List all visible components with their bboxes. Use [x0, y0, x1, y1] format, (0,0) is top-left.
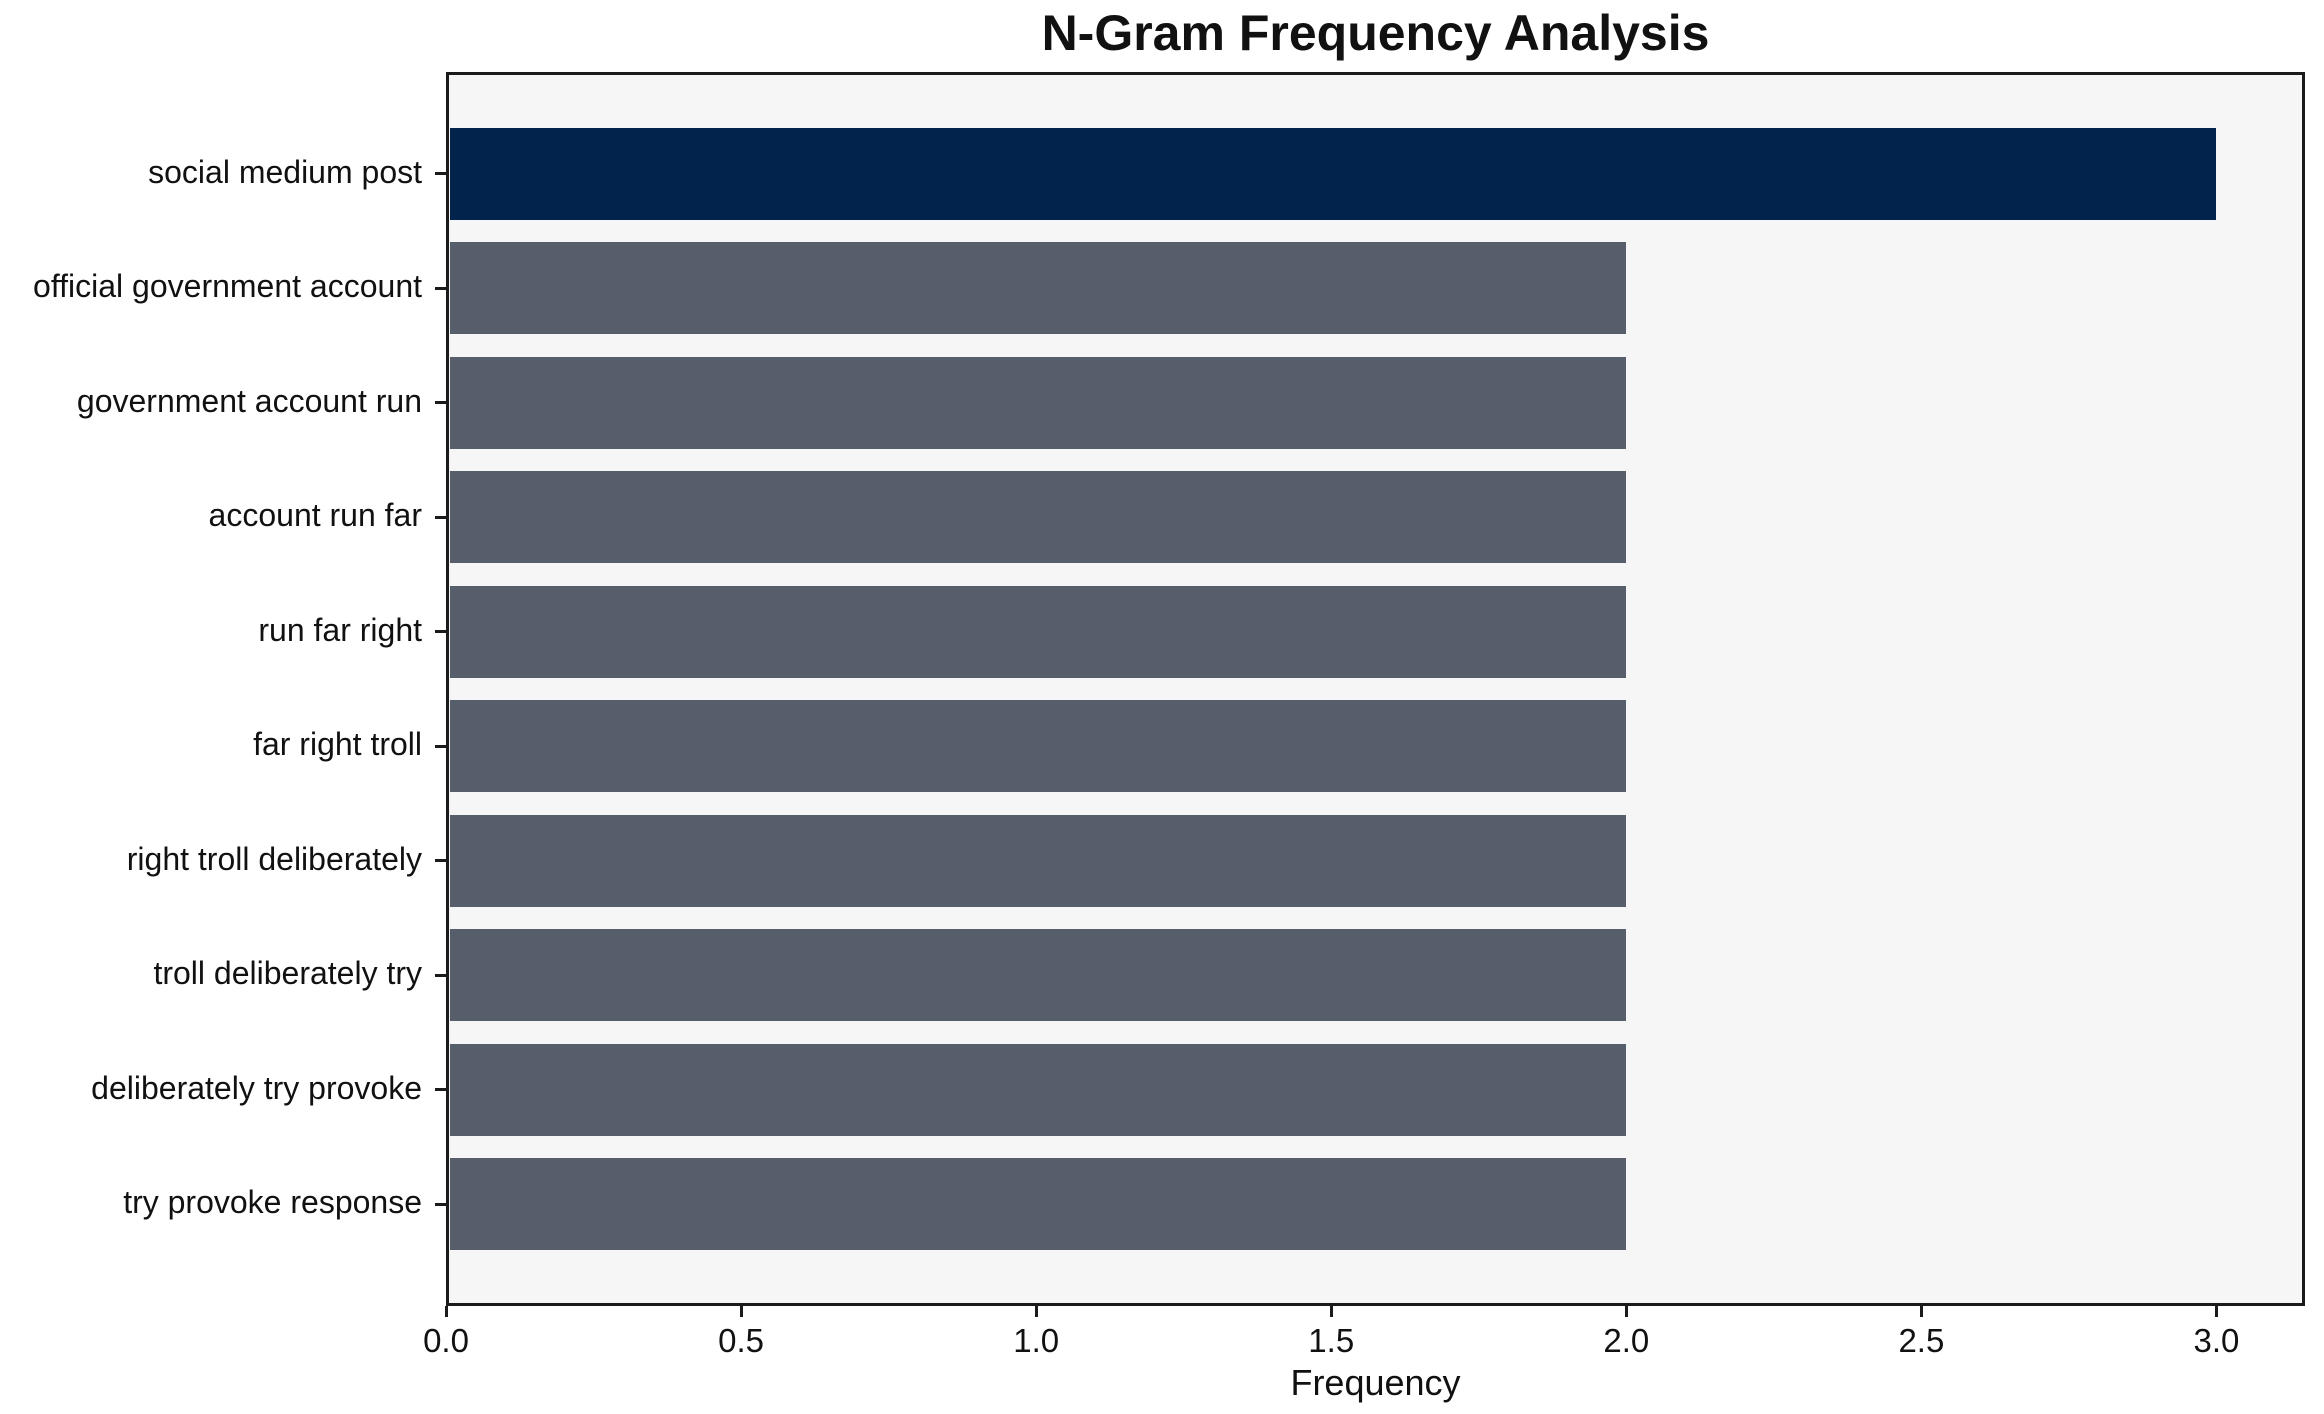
bar-official-government-account: [449, 242, 1627, 335]
bar-far-right-troll: [449, 700, 1627, 793]
bar-right-troll-deliberately: [449, 814, 1627, 907]
x-axis-label: Frequency: [1290, 1362, 1461, 1403]
y-tick-label: official government account: [33, 268, 422, 305]
x-tick-label: 1.5: [1308, 1322, 1355, 1359]
x-tick-mark: [1034, 1306, 1038, 1317]
y-tick-label: troll deliberately try: [153, 955, 422, 992]
chart-title: N-Gram Frequency Analysis: [1041, 5, 1710, 61]
y-tick-label: social medium post: [148, 153, 422, 190]
x-tick-label: 2.0: [1603, 1322, 1650, 1359]
y-tick-label: run far right: [258, 611, 422, 648]
y-tick-mark: [435, 1202, 446, 1206]
y-tick-mark: [435, 1088, 446, 1092]
x-tick-label: 1.0: [1013, 1322, 1060, 1359]
y-tick-mark: [435, 630, 446, 634]
y-tick-label: account run far: [208, 497, 422, 534]
y-tick-mark: [435, 401, 446, 405]
x-tick-mark: [1919, 1306, 1923, 1317]
bar-troll-deliberately-try: [449, 929, 1627, 1022]
x-tick-label: 2.5: [1898, 1322, 1945, 1359]
y-tick-mark: [435, 515, 446, 519]
y-tick-label: government account run: [76, 382, 422, 419]
y-tick-mark: [435, 286, 446, 290]
x-tick-mark: [739, 1306, 743, 1317]
x-tick-mark: [444, 1306, 448, 1317]
y-tick-mark: [435, 973, 446, 977]
y-tick-mark: [435, 172, 446, 176]
x-tick-label: 0.5: [718, 1322, 765, 1359]
x-tick-mark: [2214, 1306, 2218, 1317]
x-tick-label: 3.0: [2193, 1322, 2240, 1359]
y-tick-label: far right troll: [253, 726, 422, 763]
y-tick-label: try provoke response: [123, 1184, 422, 1221]
y-tick-label: right troll deliberately: [126, 840, 422, 877]
y-tick-mark: [435, 859, 446, 863]
x-tick-mark: [1329, 1306, 1333, 1317]
bar-government-account-run: [449, 356, 1627, 449]
bar-run-far-right: [449, 585, 1627, 678]
bar-deliberately-try-provoke: [449, 1043, 1627, 1136]
x-tick-label: 0.0: [423, 1322, 469, 1359]
bar-account-run-far: [449, 471, 1627, 564]
y-tick-mark: [435, 744, 446, 748]
bar-social-medium-post: [449, 127, 2217, 220]
bar-try-provoke-response: [449, 1158, 1627, 1251]
x-tick-mark: [1624, 1306, 1628, 1317]
y-tick-label: deliberately try provoke: [91, 1069, 422, 1106]
